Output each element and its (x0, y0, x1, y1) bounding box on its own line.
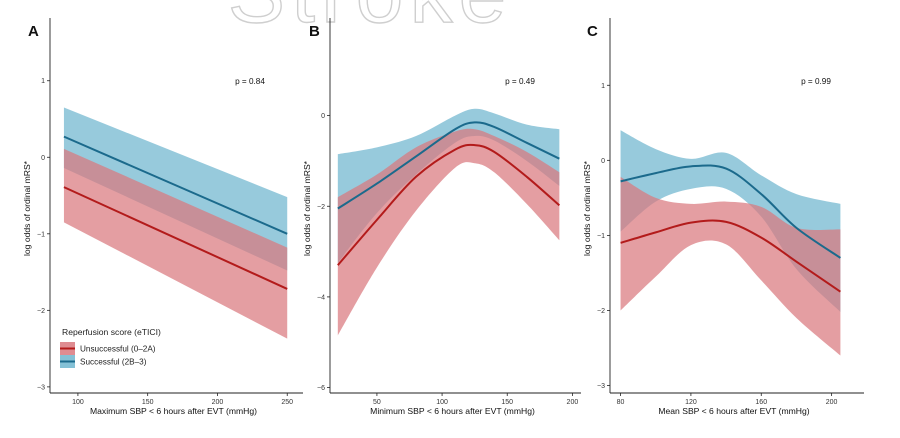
x-axis-label: Mean SBP < 6 hours after EVT (mmHg) (658, 406, 809, 416)
x-tick-label: 250 (281, 399, 293, 406)
y-tick-label: 0 (41, 155, 45, 162)
x-tick-label: 200 (826, 399, 838, 406)
series-line-unsuccessful (620, 219, 841, 293)
legend-label-successful: Successful (2B–3) (80, 358, 147, 367)
x-tick-label: 200 (567, 399, 579, 406)
legend-label-unsuccessful: Unsuccessful (0–2A) (80, 345, 156, 354)
panel-letter: A (28, 23, 39, 40)
confidence-band-unsuccessful (337, 128, 560, 336)
x-tick-label: 120 (685, 399, 697, 406)
panel-a: A −3 −2 −1 0 1 100 150 200 250 Maximum SBP < 6 hou… (22, 18, 303, 416)
y-tick-label: 0 (321, 113, 325, 120)
x-axis-label: Minimum SBP < 6 hours after EVT (mmHg) (370, 406, 535, 416)
y-axis-label: log odds of ordinal mRS* (302, 160, 312, 256)
y-tick-label: −6 (317, 385, 325, 392)
panel-c: C −3 −2 −1 0 1 80 120 160 200 Mean SBP < 6 hours a… (582, 18, 864, 416)
panel-letter: B (309, 23, 320, 40)
panel-b: B −6 −4 −2 0 50 100 150 200 Minimum SBP < 6 hours… (302, 18, 581, 416)
confidence-band-unsuccessful (63, 148, 288, 339)
p-value-annotation: p = 0.84 (235, 77, 265, 86)
y-tick-label: −2 (597, 308, 605, 315)
x-tick-label: 100 (436, 399, 448, 406)
x-tick-label: 160 (755, 399, 767, 406)
p-value-annotation: p = 0.99 (801, 77, 831, 86)
y-tick-label: −2 (317, 204, 325, 211)
x-tick-label: 100 (72, 399, 84, 406)
y-tick-label: 1 (601, 83, 605, 90)
series-line-successful (337, 121, 560, 210)
y-axis-label: log odds of ordinal mRS* (22, 160, 32, 256)
series-line-unsuccessful (337, 143, 561, 266)
series-line-successful (63, 135, 288, 235)
y-tick-label: 0 (601, 158, 605, 165)
series-line-successful (620, 164, 841, 259)
y-axis-label: log odds of ordinal mRS* (582, 160, 592, 256)
y-tick-label: −1 (37, 231, 45, 238)
x-tick-label: 80 (617, 399, 625, 406)
y-tick-label: −1 (597, 233, 605, 240)
y-tick-label: −4 (317, 294, 325, 301)
watermark-text: Stroke (228, 0, 513, 41)
legend: Reperfusion score (eTICI) Unsuccessful (… (60, 327, 161, 368)
confidence-band-successful (620, 130, 841, 312)
series-line-unsuccessful (63, 186, 288, 290)
confidence-band-successful (337, 108, 560, 263)
legend-title: Reperfusion score (eTICI) (62, 327, 161, 337)
y-tick-label: −2 (37, 308, 45, 315)
x-tick-label: 150 (142, 399, 154, 406)
p-value-annotation: p = 0.49 (505, 77, 535, 86)
y-tick-label: 1 (41, 78, 45, 85)
x-tick-label: 150 (501, 399, 513, 406)
panel-letter: C (587, 23, 598, 40)
x-tick-label: 200 (212, 399, 224, 406)
y-tick-label: −3 (597, 383, 605, 390)
x-axis-label: Maximum SBP < 6 hours after EVT (mmHg) (90, 406, 257, 416)
y-tick-label: −3 (37, 384, 45, 391)
confidence-band-unsuccessful (620, 176, 841, 356)
x-tick-label: 50 (373, 399, 381, 406)
